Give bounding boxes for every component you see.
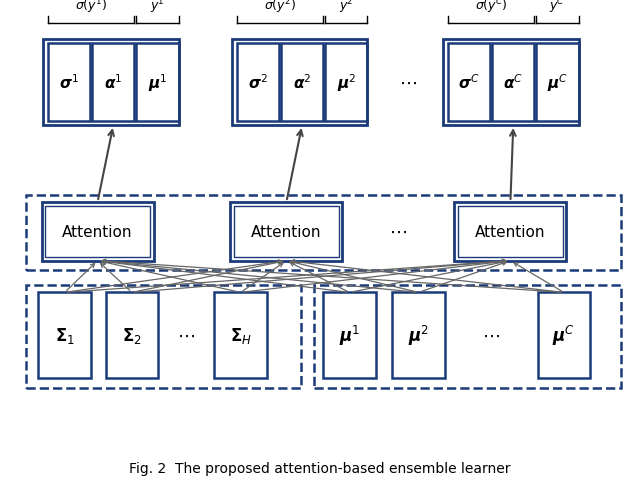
Bar [492,44,534,122]
Text: $\cdots$: $\cdots$ [399,74,417,92]
Bar [214,293,267,378]
Text: $\boldsymbol{\sigma}^1$: $\boldsymbol{\sigma}^1$ [60,74,79,92]
Text: $\hat{y}^2$: $\hat{y}^2$ [339,0,353,15]
Text: $\sigma(\hat{y}^2)$: $\sigma(\hat{y}^2)$ [264,0,296,15]
Bar [448,44,490,122]
Text: $\boldsymbol{\mu}^1$: $\boldsymbol{\mu}^1$ [339,324,360,347]
Text: $\hat{y}^C$: $\hat{y}^C$ [550,0,565,15]
Bar [38,293,91,378]
Bar [45,206,150,257]
Text: Attention: Attention [475,224,546,239]
Text: $\boldsymbol{\alpha}^1$: $\boldsymbol{\alpha}^1$ [104,74,122,92]
Text: $\boldsymbol{\sigma}^2$: $\boldsymbol{\sigma}^2$ [248,74,268,92]
Bar [234,206,339,257]
Text: $\mathbf{\Sigma}_1$: $\mathbf{\Sigma}_1$ [54,325,75,346]
Text: Fig. 2  The proposed attention-based ensemble learner: Fig. 2 The proposed attention-based ense… [129,462,511,475]
Bar [323,293,376,378]
Text: $\mathbf{\Sigma}_2$: $\mathbf{\Sigma}_2$ [122,325,141,346]
Bar [392,293,445,378]
Bar [136,44,179,122]
Bar [325,44,367,122]
Bar [314,285,621,388]
Text: $\sigma(\hat{y}^C)$: $\sigma(\hat{y}^C)$ [475,0,508,15]
Text: $\boldsymbol{\alpha}^C$: $\boldsymbol{\alpha}^C$ [503,74,524,92]
Bar [42,203,154,261]
Text: $\hat{y}^1$: $\hat{y}^1$ [150,0,164,15]
Bar [48,44,90,122]
Bar [237,44,279,122]
Bar [538,293,590,378]
Bar [536,44,579,122]
Text: Attention: Attention [62,224,133,239]
Text: $\boldsymbol{\mu}^1$: $\boldsymbol{\mu}^1$ [148,72,167,94]
Bar [454,203,566,261]
Text: Attention: Attention [251,224,322,239]
Bar [458,206,563,257]
Bar [281,44,323,122]
Bar [443,40,579,126]
Text: $\cdots$: $\cdots$ [482,326,500,345]
Bar [106,293,158,378]
Text: $\mathbf{\Sigma}_H$: $\mathbf{\Sigma}_H$ [230,325,252,346]
Bar [26,285,301,388]
Text: $\boldsymbol{\alpha}^2$: $\boldsymbol{\alpha}^2$ [293,74,311,92]
Bar [43,40,179,126]
Text: $\cdots$: $\cdots$ [177,326,195,345]
Bar [92,44,134,122]
Text: $\boldsymbol{\mu}^C$: $\boldsymbol{\mu}^C$ [547,72,568,94]
Bar [232,40,367,126]
Bar [26,195,621,271]
Text: $\boldsymbol{\mu}^2$: $\boldsymbol{\mu}^2$ [337,72,356,94]
Text: $\boldsymbol{\mu}^C$: $\boldsymbol{\mu}^C$ [552,324,575,347]
Text: $\boldsymbol{\mu}^2$: $\boldsymbol{\mu}^2$ [408,324,429,347]
Text: $\sigma(\hat{y}^1)$: $\sigma(\hat{y}^1)$ [75,0,108,15]
Text: $\cdots$: $\cdots$ [389,223,408,241]
Bar [230,203,342,261]
Text: $\boldsymbol{\sigma}^C$: $\boldsymbol{\sigma}^C$ [458,74,480,92]
